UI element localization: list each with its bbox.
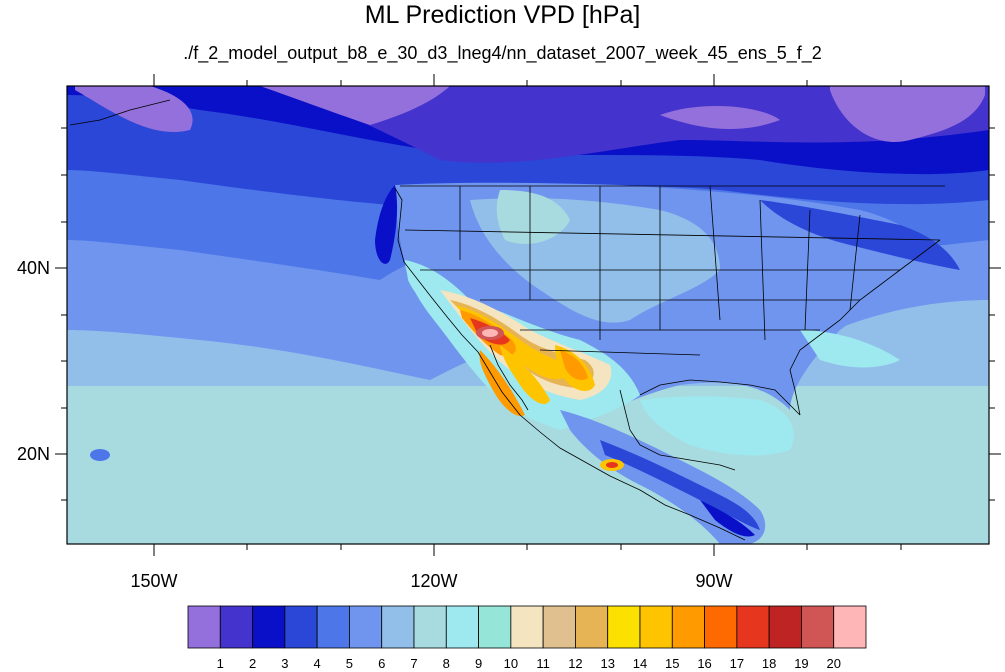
colorbar-swatch — [607, 605, 641, 649]
coastlines — [69, 99, 945, 541]
colorbar-swatch — [704, 605, 738, 649]
colorbar-swatch — [542, 605, 576, 649]
colorbar-swatch — [219, 605, 253, 649]
colorbar-label: 5 — [346, 656, 353, 671]
colorbar-swatch — [801, 605, 835, 649]
map-title: ML Prediction VPD [hPa] — [364, 1, 641, 29]
colorbar-label: 20 — [826, 656, 840, 671]
colorbar-label: 2 — [249, 656, 256, 671]
colorbar-swatch — [575, 605, 609, 649]
colorbar-label: 11 — [536, 656, 550, 671]
colorbar: 1 2 3 4 5 6 7 8 9 10 11 12 13 14 15 16 17 18 19 20 — [187, 605, 867, 671]
colorbar-swatch — [413, 605, 447, 649]
lat-label-20n: 20N — [17, 444, 50, 464]
colorbar-label: 15 — [665, 656, 679, 671]
colorbar-swatch — [252, 605, 286, 649]
colorbar-swatch — [768, 605, 802, 649]
colorbar-swatch — [478, 605, 512, 649]
colorbar-label: 13 — [600, 656, 614, 671]
colorbar-label: 8 — [443, 656, 450, 671]
colorbar-label: 3 — [281, 656, 288, 671]
colorbar-swatch — [381, 605, 415, 649]
colorbar-label: 1 — [217, 656, 224, 671]
colorbar-label: 10 — [504, 656, 518, 671]
colorbar-label: 12 — [568, 656, 582, 671]
colorbar-swatch — [833, 605, 867, 649]
lon-ticks — [153, 74, 902, 556]
lat-ticks — [55, 127, 1001, 501]
colorbar-swatch — [736, 605, 770, 649]
colorbar-swatch — [510, 605, 544, 649]
lat-label-40n: 40N — [17, 258, 50, 278]
map-field — [67, 86, 989, 544]
colorbar-swatch — [187, 605, 221, 649]
colorbar-swatch — [349, 605, 383, 649]
colorbar-swatch — [639, 605, 673, 649]
map-subtitle: ./f_2_model_output_b8_e_30_d3_lneg4/nn_d… — [183, 43, 822, 63]
lon-label-120w: 120W — [410, 571, 457, 591]
colorbar-label: 4 — [314, 656, 321, 671]
colorbar-label: 17 — [730, 656, 744, 671]
colorbar-label: 18 — [762, 656, 776, 671]
colorbar-swatch — [284, 605, 318, 649]
lon-label-90w: 90W — [695, 571, 732, 591]
colorbar-label: 9 — [475, 656, 482, 671]
colorbar-label: 14 — [633, 656, 647, 671]
colorbar-swatch — [316, 605, 350, 649]
colorbar-label: 19 — [794, 656, 808, 671]
colorbar-swatch — [445, 605, 479, 649]
colorbar-swatch — [671, 605, 705, 649]
colorbar-label: 6 — [378, 656, 385, 671]
colorbar-label: 7 — [410, 656, 417, 671]
colorbar-label: 16 — [697, 656, 711, 671]
lon-label-150w: 150W — [130, 571, 177, 591]
